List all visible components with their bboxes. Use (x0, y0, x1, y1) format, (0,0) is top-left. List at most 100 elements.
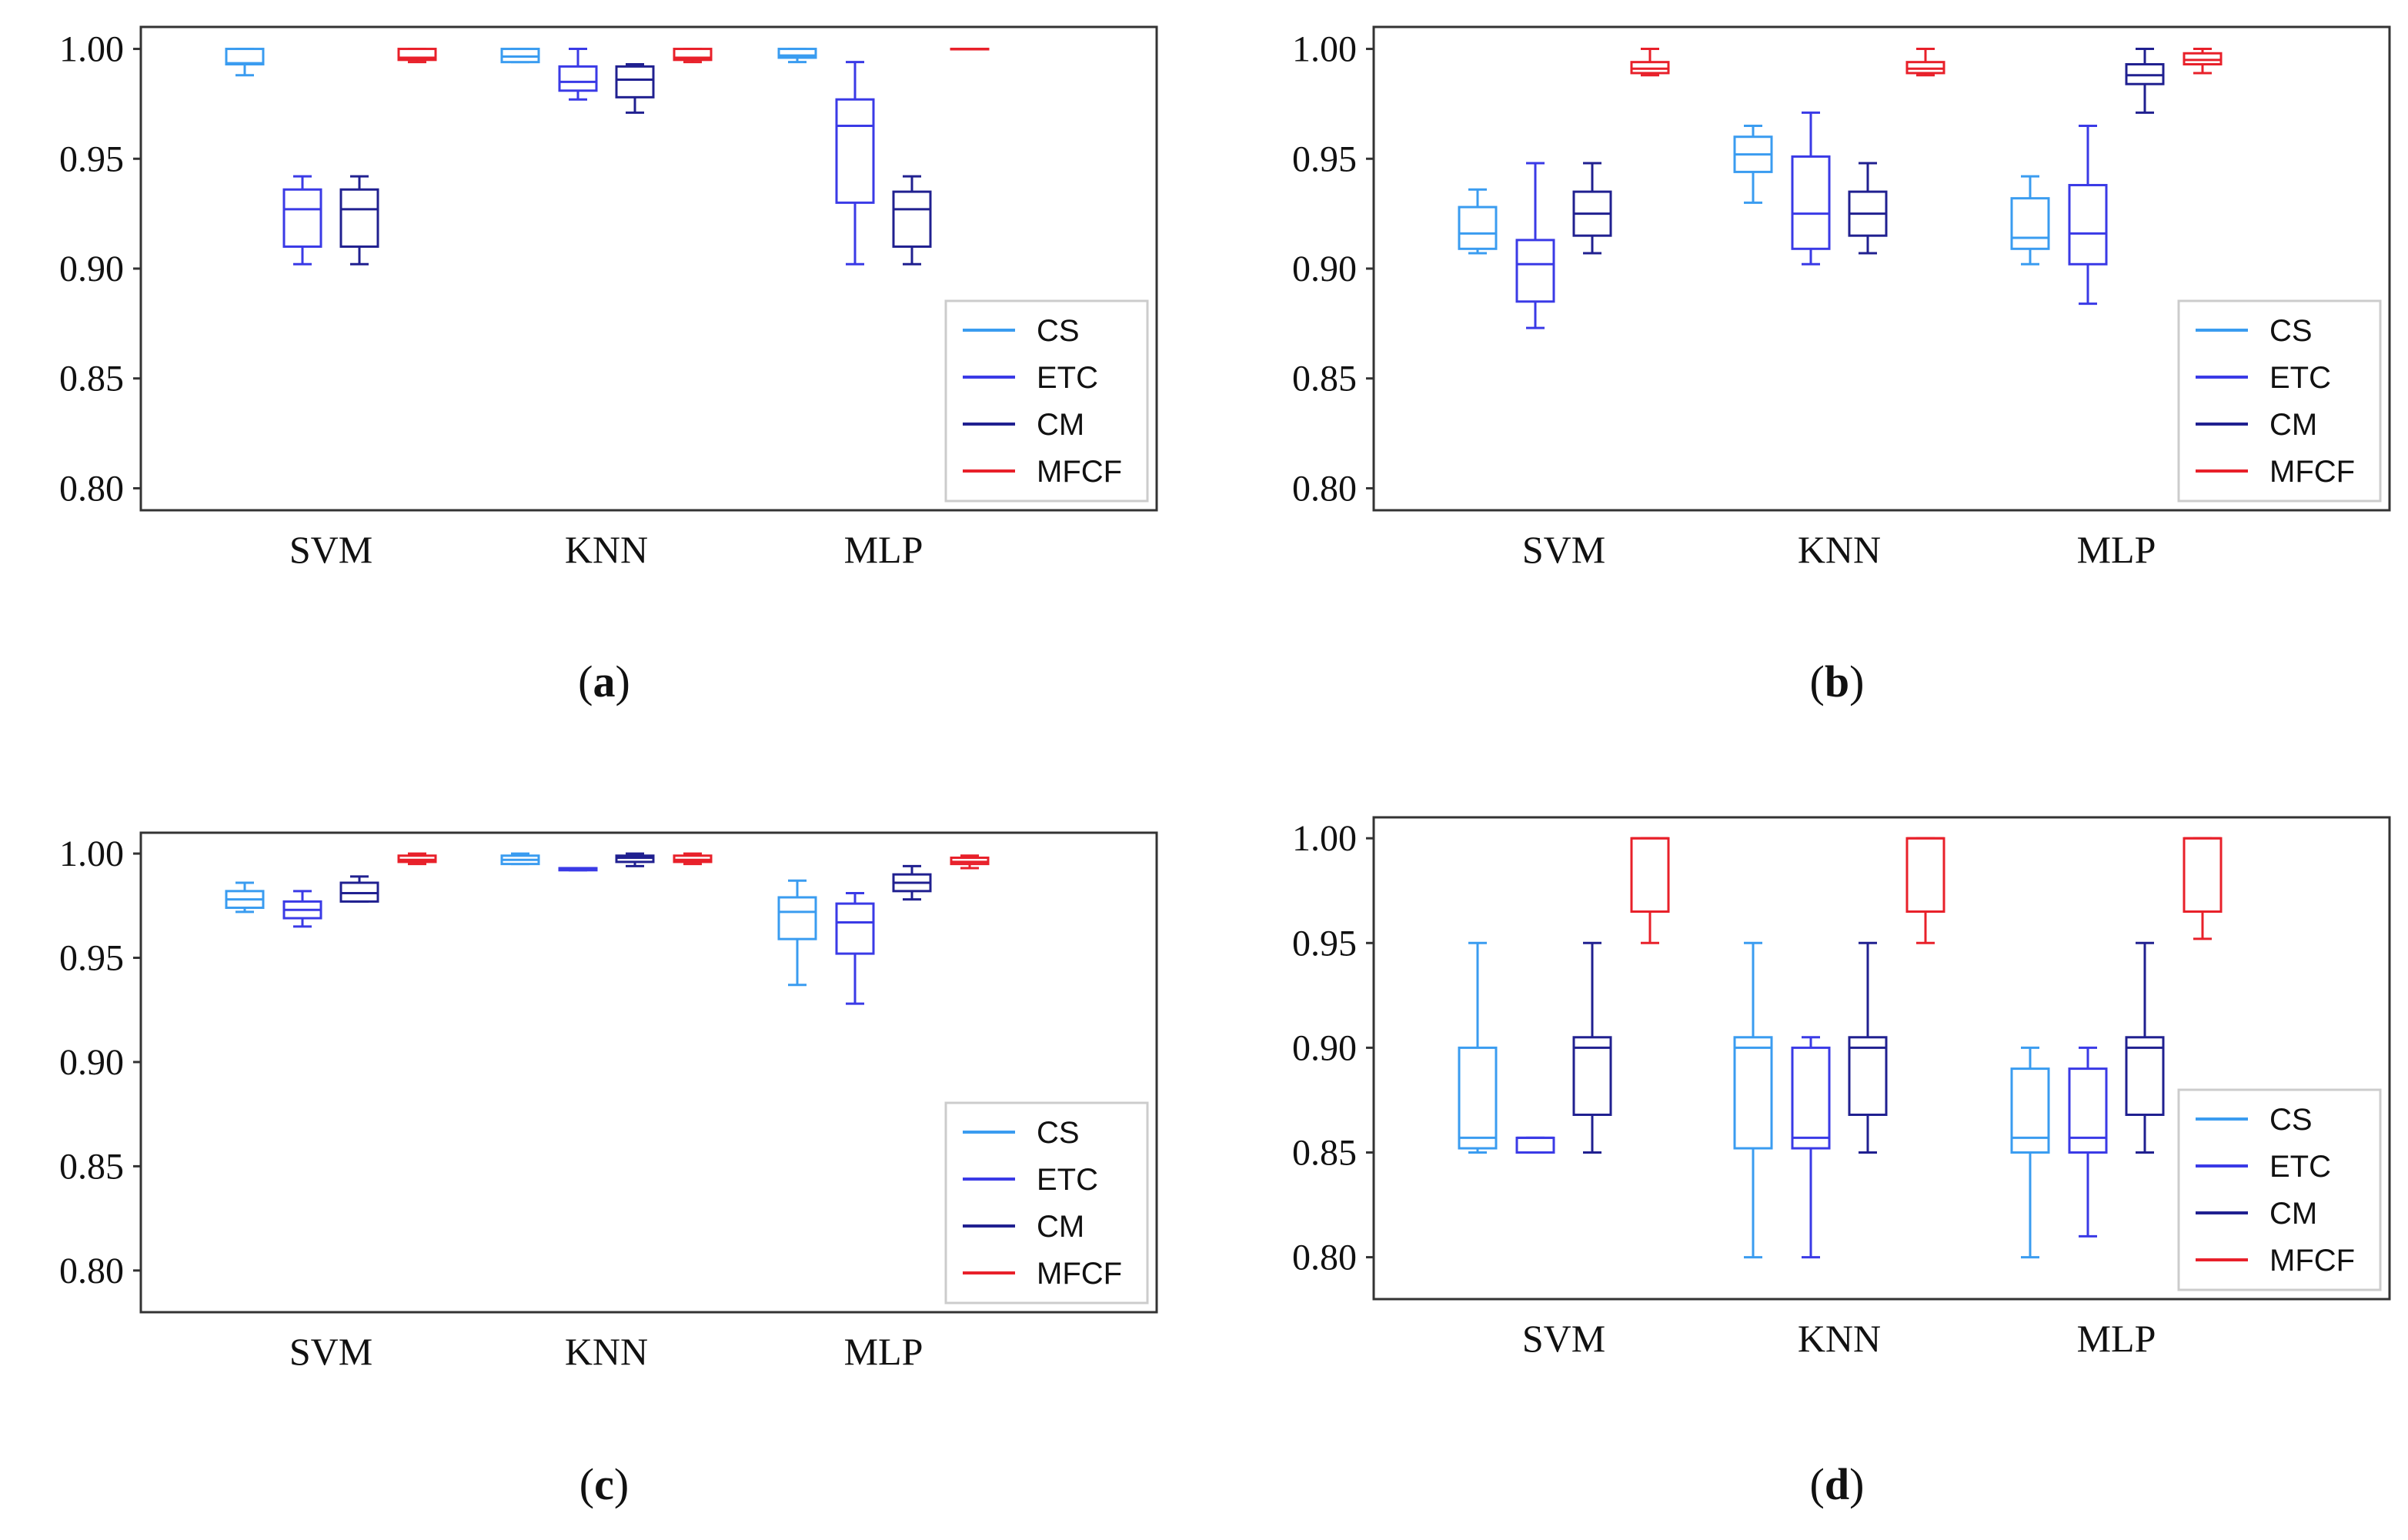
legend-label-etc: ETC (2269, 361, 2331, 395)
iqr-box (892, 190, 932, 248)
y-tick-label: 0.90 (59, 249, 124, 289)
box-cs-knn (500, 852, 540, 866)
iqr-box (1733, 1036, 1773, 1150)
x-category-label: SVM (1522, 528, 1605, 571)
box-mfcf-mlp (950, 854, 990, 870)
box-cm-knn (1848, 941, 1888, 1154)
box-cs-knn (500, 48, 540, 64)
legend: CS ETC CM MFCF (944, 1101, 1149, 1304)
y-tick-label: 1.00 (1292, 29, 1357, 70)
legend: CS ETC CM MFCF (2177, 299, 2382, 503)
iqr-box (282, 188, 322, 248)
y-tick-label: 0.90 (59, 1042, 124, 1083)
y-tick-label: 0.95 (59, 938, 124, 979)
iqr-box (2183, 837, 2223, 913)
box-cm-knn (1848, 162, 1888, 255)
iqr-box (1630, 837, 1670, 913)
y-tick-label: 1.00 (59, 29, 124, 70)
y-tick-label: 0.95 (1292, 923, 1357, 964)
x-category-label: KNN (565, 1330, 648, 1373)
legend-label-mfcf: MFCF (1037, 1257, 1122, 1291)
legend-label-mfcf: MFCF (1037, 455, 1122, 489)
iqr-box (1848, 1036, 1888, 1116)
y-tick-label: 0.80 (1292, 468, 1357, 509)
iqr-box (2010, 1067, 2050, 1154)
iqr-box (835, 98, 875, 204)
box-mfcf-knn (673, 852, 713, 866)
legend-frame (2177, 1088, 2382, 1291)
box-mfcf-knn (1905, 48, 1945, 77)
box-cs-knn (1733, 941, 1773, 1259)
y-tick-label: 0.80 (59, 1251, 124, 1291)
box-mfcf-knn (673, 48, 713, 64)
x-category-label: MLP (844, 1330, 923, 1373)
iqr-box (2125, 1036, 2165, 1116)
y-tick-label: 0.95 (1292, 139, 1357, 179)
box-cs-mlp (2010, 175, 2050, 266)
iqr-box (1791, 155, 1831, 250)
box-etc-knn (1791, 111, 1831, 266)
y-tick-label: 0.85 (1292, 1132, 1357, 1173)
legend-label-etc: ETC (1037, 1163, 1098, 1197)
box-cm-svm (339, 175, 379, 266)
box-mfcf-svm (1630, 837, 1670, 944)
y-tick-label: 0.85 (1292, 359, 1357, 399)
y-tick-label: 0.95 (59, 139, 124, 179)
x-category-label: KNN (1798, 1317, 1881, 1360)
box-mfcf-svm (1630, 48, 1670, 77)
x-category-label: MLP (844, 528, 923, 571)
panel-caption: (c) (579, 1459, 629, 1509)
panel-caption: (b) (1810, 656, 1865, 707)
box-mfcf-svm (397, 852, 437, 866)
box-cm-knn (615, 852, 655, 867)
legend-label-mfcf: MFCF (2269, 1244, 2355, 1278)
box-etc-mlp (835, 61, 875, 266)
y-tick-label: 1.00 (59, 833, 124, 874)
iqr-box (339, 188, 379, 248)
panel-caption-letter: b (1825, 656, 1849, 707)
legend: CS ETC CM MFCF (2177, 1088, 2382, 1291)
legend-label-mfcf: MFCF (2269, 455, 2355, 489)
iqr-box (2068, 184, 2108, 266)
legend-frame (944, 1101, 1149, 1304)
iqr-box (225, 48, 265, 66)
iqr-box (1572, 1036, 1612, 1116)
box-etc-svm (1515, 162, 1555, 329)
y-tick-label: 0.80 (59, 468, 124, 509)
box-cs-svm (225, 48, 265, 77)
y-tick-label: 1.00 (1292, 818, 1357, 859)
box-cm-svm (339, 875, 379, 903)
panel-caption: (a) (578, 656, 630, 707)
box-cs-mlp (777, 879, 817, 987)
box-cm-mlp (2125, 941, 2165, 1154)
legend-label-cm: CM (1037, 408, 1084, 442)
box-cm-svm (1572, 941, 1612, 1154)
box-etc-svm (282, 890, 322, 928)
box-etc-knn (1791, 1036, 1831, 1259)
panel-c: 1.00 0.95 0.90 0.85 0.80 SVM KNN MLP CS ETC CM MFCF… (59, 831, 1158, 1509)
y-tick-label: 0.85 (59, 359, 124, 399)
panel-caption-letter: c (594, 1459, 614, 1509)
plot-frame (1372, 816, 2391, 1301)
iqr-box (1515, 239, 1555, 303)
legend-label-cs: CS (1037, 1116, 1080, 1150)
iqr-box (558, 65, 598, 92)
box-mfcf-mlp (950, 48, 990, 51)
iqr-box (1458, 205, 1498, 250)
box-etc-knn (558, 48, 598, 101)
box-cm-knn (615, 63, 655, 114)
iqr-box (1515, 1136, 1555, 1154)
legend-label-cm: CM (2269, 1197, 2317, 1231)
legend-label-cm: CM (1037, 1210, 1084, 1244)
panel-b: 1.00 0.95 0.90 0.85 0.80 SVM KNN MLP CS ETC CM MFCF… (1292, 25, 2391, 707)
plot-frame (139, 831, 1158, 1314)
iqr-box (1458, 1046, 1498, 1150)
box-cm-svm (1572, 162, 1612, 255)
box-mfcf-svm (397, 48, 437, 64)
legend-label-etc: ETC (1037, 361, 1098, 395)
iqr-box (2068, 1067, 2108, 1154)
box-etc-svm (282, 175, 322, 266)
y-tick-label: 0.90 (1292, 249, 1357, 289)
panel-a: 1.00 0.95 0.90 0.85 0.80 SVM KNN MLP CS ETC CM MFCF… (59, 25, 1158, 707)
iqr-box (2010, 197, 2050, 250)
